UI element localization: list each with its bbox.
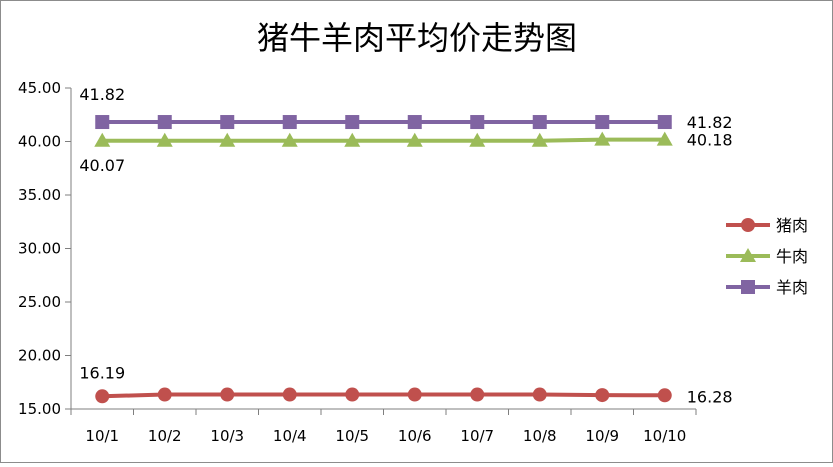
legend-item: 猪肉 bbox=[726, 216, 808, 235]
legend-label: 羊肉 bbox=[776, 278, 808, 297]
data-point bbox=[595, 388, 610, 403]
y-tick-label: 45.00 bbox=[18, 79, 61, 97]
data-point bbox=[407, 387, 422, 402]
data-point bbox=[532, 115, 547, 130]
data-point bbox=[94, 132, 111, 147]
chart-title: 猪牛羊肉平均价走势图 bbox=[257, 19, 577, 57]
legend-label: 猪肉 bbox=[776, 216, 808, 235]
series-3 bbox=[95, 115, 672, 130]
data-point bbox=[345, 387, 360, 402]
data-point bbox=[344, 132, 361, 147]
data-point bbox=[469, 132, 486, 147]
y-tick-label: 25.00 bbox=[18, 293, 61, 311]
x-tick-label: 10/2 bbox=[148, 427, 182, 445]
y-tick-label: 15.00 bbox=[18, 400, 61, 418]
data-point bbox=[95, 115, 110, 130]
legend-item: 牛肉 bbox=[726, 247, 808, 266]
data-point bbox=[470, 115, 485, 130]
data-point bbox=[345, 115, 360, 130]
x-tick-label: 10/10 bbox=[643, 427, 686, 445]
data-point bbox=[95, 389, 110, 404]
data-point bbox=[532, 387, 547, 402]
data-point bbox=[531, 132, 548, 147]
data-point bbox=[656, 131, 673, 146]
data-point bbox=[157, 387, 172, 402]
data-label-last: 16.28 bbox=[687, 387, 733, 406]
legend-swatch-marker bbox=[741, 218, 755, 232]
x-tick-label: 10/7 bbox=[460, 427, 494, 445]
data-point bbox=[595, 115, 610, 130]
series-line bbox=[102, 392, 665, 399]
data-point bbox=[220, 387, 235, 402]
data-point bbox=[657, 115, 672, 130]
legend-swatch-marker bbox=[740, 248, 756, 262]
x-tick-label: 10/4 bbox=[273, 427, 307, 445]
data-label-first: 16.19 bbox=[79, 363, 125, 382]
data-point bbox=[282, 115, 297, 130]
x-tick-label: 10/8 bbox=[523, 427, 557, 445]
legend-label: 牛肉 bbox=[776, 247, 808, 266]
data-label-first: 40.07 bbox=[79, 156, 125, 175]
series-2 bbox=[94, 131, 673, 147]
series-layer bbox=[94, 115, 673, 404]
data-point bbox=[157, 115, 172, 130]
y-tick-label: 40.00 bbox=[18, 133, 61, 151]
axes: 15.00 20.00 25.00 30.00 35.00 40.00 45.00 10/1 1… bbox=[18, 79, 697, 445]
x-tick-label: 10/3 bbox=[210, 427, 244, 445]
data-point bbox=[282, 387, 297, 402]
series-1 bbox=[95, 387, 672, 404]
x-tick-label: 10/9 bbox=[585, 427, 619, 445]
data-point bbox=[156, 132, 173, 147]
y-tick-label: 30.00 bbox=[18, 240, 61, 258]
x-tick-label: 10/6 bbox=[398, 427, 432, 445]
data-point bbox=[657, 388, 672, 403]
data-point bbox=[594, 131, 611, 146]
x-tick-label: 10/5 bbox=[335, 427, 369, 445]
data-point bbox=[219, 132, 236, 147]
data-point bbox=[406, 132, 423, 147]
data-label-last: 40.18 bbox=[687, 131, 733, 150]
legend-item: 羊肉 bbox=[726, 278, 808, 297]
y-tick-label: 20.00 bbox=[18, 347, 61, 365]
data-point bbox=[281, 132, 298, 147]
legend-swatch-marker bbox=[741, 280, 755, 294]
data-point bbox=[220, 115, 235, 130]
data-label-first: 41.82 bbox=[79, 85, 125, 104]
y-tick-label: 35.00 bbox=[18, 186, 61, 204]
series-line bbox=[102, 137, 665, 143]
x-tick-label: 10/1 bbox=[85, 427, 119, 445]
data-point bbox=[470, 387, 485, 402]
data-point bbox=[407, 115, 422, 130]
data-label-last: 41.82 bbox=[687, 113, 733, 132]
